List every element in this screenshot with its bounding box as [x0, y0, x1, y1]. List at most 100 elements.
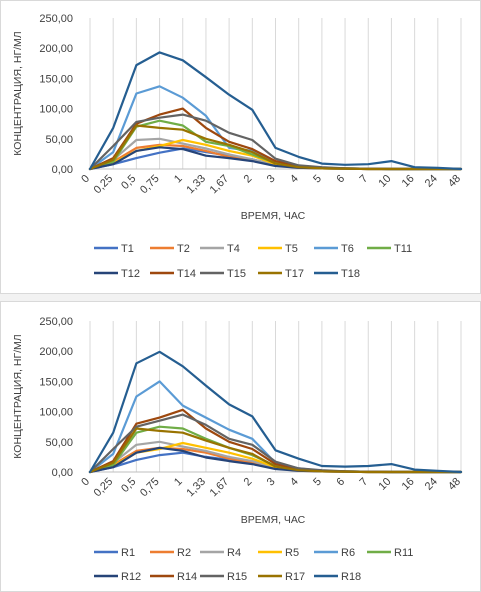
- y-tick-label: 200,00: [39, 346, 73, 358]
- legend-item-t11: T11: [367, 243, 412, 255]
- chart-panel-r: 0,00 50,00 100,00 150,00 200,00 250,00 0 0,25 0,…: [0, 301, 481, 592]
- y-tick-label: 0,00: [52, 467, 73, 479]
- legend-label: R4: [227, 547, 241, 559]
- x-tick-label: 1,67: [208, 173, 232, 197]
- y-axis-title: КОНЦЕНТРАЦИЯ, НГ/МЛ: [12, 31, 24, 155]
- x-tick-label: 24: [423, 476, 440, 493]
- legend-item-r5: R5: [258, 547, 299, 559]
- x-tick-label: 1,33: [184, 173, 208, 197]
- legend-item-r1: R1: [94, 547, 135, 559]
- legend-item-t1: T1: [94, 243, 134, 255]
- legend-label: R6: [341, 547, 355, 559]
- x-tick-label: 10: [376, 476, 393, 493]
- x-tick-label: 16: [400, 476, 417, 493]
- legend-label: R17: [285, 571, 305, 583]
- x-tick-label: 10: [376, 173, 393, 190]
- y-tick-labels: 0,00 50,00 100,00 150,00 200,00 250,00: [39, 316, 73, 479]
- legend-item-t6: T6: [314, 243, 354, 255]
- y-tick-label: 200,00: [39, 43, 73, 55]
- legend-item-t2: T2: [150, 243, 190, 255]
- x-axis-title: ВРЕМЯ, ЧАС: [241, 514, 306, 526]
- legend-label: R2: [177, 547, 191, 559]
- x-tick-label: 3: [265, 173, 278, 186]
- y-tick-label: 150,00: [39, 376, 73, 388]
- series-line-r17: [88, 427, 463, 474]
- legend-item-r15: R15: [200, 571, 247, 583]
- legend-item-r17: R17: [258, 571, 305, 583]
- x-tick-label: 48: [446, 476, 463, 493]
- x-tick-label: 1,33: [184, 476, 208, 500]
- chart-panel-t: 0,00 50,00 100,00 150,00 200,00 250,00 0 0,25 0,…: [0, 0, 481, 294]
- legend-item-t18: T18: [314, 268, 360, 280]
- x-tick-label: 0: [79, 476, 92, 489]
- x-tick-label: 3: [265, 476, 278, 489]
- x-tick-label: 7: [358, 173, 371, 186]
- x-axis-title: ВРЕМЯ, ЧАС: [241, 210, 306, 222]
- legend-item-t14: T14: [150, 268, 196, 280]
- series-line-t18: [88, 51, 463, 171]
- legend-item-r4: R4: [200, 547, 241, 559]
- series-points-r18: [89, 351, 462, 473]
- x-tick-label: 5: [311, 476, 324, 489]
- legend-label: T11: [394, 243, 412, 255]
- legend-label: R15: [227, 571, 247, 583]
- legend-label: T2: [177, 243, 190, 255]
- legend-item-r14: R14: [150, 571, 197, 583]
- legend-label: T18: [341, 268, 360, 280]
- legend: R1 R2 R4 R5 R6 R11 R12 R14 R15 R17 R18: [94, 547, 413, 583]
- x-tick-labels: 0 0,25 0,5 0,75 1 1,33 1,67 2 3 4 5 6 7 10 16 24 48: [79, 173, 463, 197]
- x-tick-label: 6: [334, 173, 347, 186]
- y-tick-label: 250,00: [39, 316, 73, 328]
- legend-label: R14: [177, 571, 197, 583]
- series-points-t18: [89, 52, 462, 170]
- legend-label: T12: [121, 268, 140, 280]
- x-tick-label: 0,75: [138, 476, 162, 500]
- x-tick-label: 16: [400, 173, 417, 190]
- series-line-r18: [88, 350, 463, 474]
- x-tick-label: 0,25: [92, 173, 116, 197]
- x-tick-label: 0,5: [119, 173, 138, 192]
- y-tick-label: 100,00: [39, 104, 73, 116]
- y-tick-label: 50,00: [45, 437, 73, 449]
- y-tick-label: 0,00: [52, 164, 73, 176]
- legend-label: T15: [227, 268, 246, 280]
- legend-item-t17: T17: [258, 268, 304, 280]
- x-tick-label: 1: [172, 476, 185, 489]
- gridlines: [89, 321, 462, 472]
- legend-item-r2: R2: [150, 547, 191, 559]
- x-tick-label: 48: [446, 173, 463, 190]
- legend-label: T14: [177, 268, 196, 280]
- x-tick-label: 2: [242, 476, 255, 489]
- legend-label: T4: [227, 243, 240, 255]
- x-tick-label: 1,67: [208, 476, 232, 500]
- x-tick-label: 4: [288, 173, 301, 186]
- legend-item-t12: T12: [94, 268, 140, 280]
- y-tick-label: 50,00: [45, 134, 73, 146]
- legend: T1 T2 T4 T5 T6 T11 T12 T14 T15 T17 T18: [94, 243, 412, 280]
- legend-item-r18: R18: [314, 571, 361, 583]
- legend-item-r12: R12: [94, 571, 141, 583]
- legend-item-r6: R6: [314, 547, 355, 559]
- legend-label: T17: [285, 268, 304, 280]
- y-axis-title: КОНЦЕНТРАЦИЯ, НГ/МЛ: [12, 334, 24, 458]
- y-tick-label: 100,00: [39, 407, 73, 419]
- x-tick-label: 1: [172, 173, 185, 186]
- legend-label: T5: [285, 243, 298, 255]
- legend-label: T6: [341, 243, 354, 255]
- y-tick-label: 150,00: [39, 73, 73, 85]
- y-tick-label: 250,00: [39, 13, 73, 25]
- legend-label: R12: [121, 571, 141, 583]
- x-tick-label: 0,5: [119, 476, 138, 495]
- legend-label: T1: [121, 243, 134, 255]
- legend-label: R5: [285, 547, 299, 559]
- x-tick-labels: 0 0,25 0,5 0,75 1 1,33 1,67 2 3 4 5 6 7 10 16 24 48: [79, 476, 463, 500]
- x-tick-label: 0,75: [138, 173, 162, 197]
- legend-label: R11: [394, 547, 413, 559]
- x-tick-label: 2: [242, 173, 255, 186]
- x-tick-label: 4: [288, 476, 301, 489]
- series-lines: [88, 51, 463, 171]
- legend-item-t4: T4: [200, 243, 240, 255]
- series-line-t17: [88, 124, 463, 171]
